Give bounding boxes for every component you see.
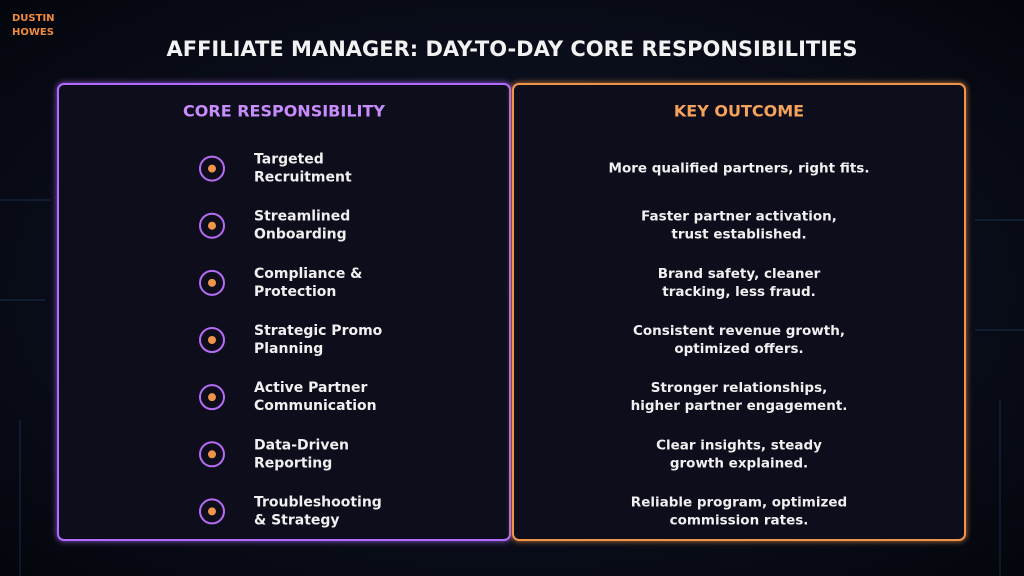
responsibility-text: Compliance & <box>254 266 362 282</box>
row-icon <box>199 155 225 182</box>
row-icon-dot <box>208 450 216 459</box>
row-icon <box>199 498 225 525</box>
title: AFFILIATE MANAGER: DAY-TO-DAY CORE RESPO… <box>166 37 857 61</box>
responsibility-text: Strategic Promo <box>254 323 383 339</box>
row-icon-dot <box>208 336 216 344</box>
outcome-text: trust established. <box>671 227 806 243</box>
responsibility-text: & Strategy <box>254 512 340 528</box>
outcome-text: growth explained. <box>670 455 808 471</box>
row-icon-dot <box>208 393 216 402</box>
outcome-text: Clear insights, steady <box>656 437 822 453</box>
outcome-text: Consistent revenue growth, <box>633 323 845 339</box>
responsibility-text: Onboarding <box>254 227 347 243</box>
outcome-text: More qualified partners, right fits. <box>609 161 870 177</box>
outcome-text: tracking, less fraud. <box>662 284 816 300</box>
outcome-text: optimized offers. <box>674 341 803 357</box>
row-icon-dot <box>208 164 216 173</box>
circuit-lines <box>0 199 1024 576</box>
logo-line: HOWES <box>12 27 54 38</box>
row-icon-dot <box>208 278 216 287</box>
row-icon <box>199 212 225 239</box>
responsibility-text: Troubleshooting <box>254 494 382 510</box>
outcome-text: Faster partner activation, <box>641 209 837 225</box>
row-icon <box>199 384 225 411</box>
outcome-text: Brand safety, cleaner <box>658 266 821 282</box>
responsibility-text: Communication <box>254 398 377 414</box>
outcome-text: higher partner engagement. <box>631 398 848 414</box>
responsibility-text: Reporting <box>254 455 332 471</box>
row-icon-dot <box>208 221 216 230</box>
table: CORE RESPONSIBILITY KEY OUTCOME Targeted Re… <box>57 83 966 541</box>
row-icon <box>199 327 225 353</box>
responsibility-text: Active Partner <box>254 380 368 396</box>
column-header: CORE RESPONSIBILITY <box>183 102 385 121</box>
outcome-text: Stronger relationships, <box>651 380 828 396</box>
row-icon <box>199 269 225 296</box>
outcome-text: commission rates. <box>670 512 809 528</box>
row-icon <box>199 441 225 468</box>
responsibility-text: Targeted <box>254 152 324 168</box>
outcome-text: Reliable program, optimized <box>631 494 847 510</box>
responsibility-text: Recruitment <box>254 170 352 186</box>
responsibility-text: Data-Driven <box>254 437 349 453</box>
responsibility-text: Planning <box>254 341 323 357</box>
row-icon-dot <box>208 507 216 516</box>
responsibility-text: Protection <box>254 284 336 300</box>
responsibility-text: Streamlined <box>254 209 350 225</box>
logo-line: DUSTIN <box>12 13 55 24</box>
column-header: KEY OUTCOME <box>674 102 804 121</box>
